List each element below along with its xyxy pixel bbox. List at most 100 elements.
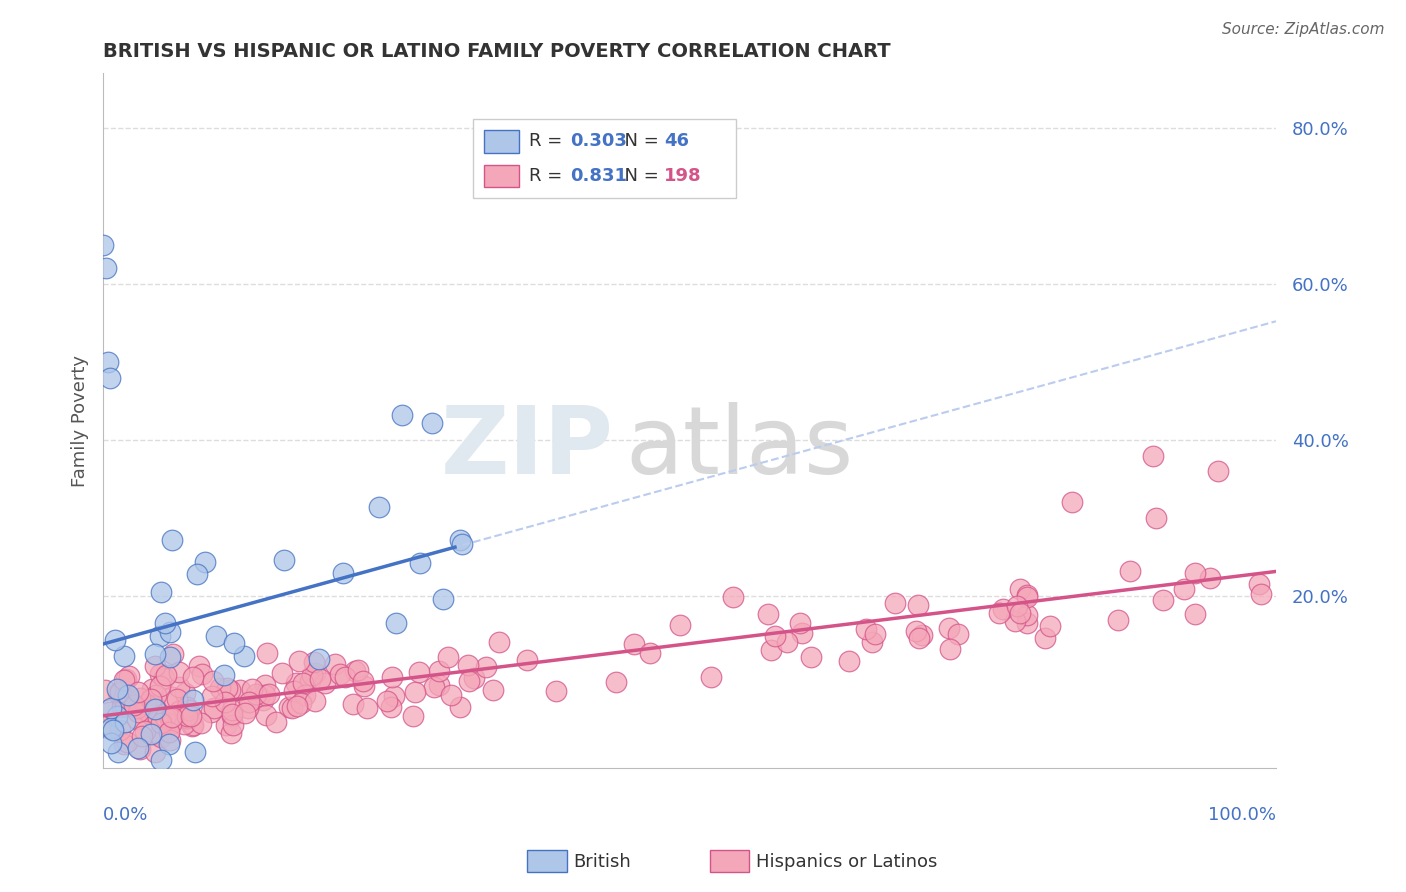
Point: [884, 596, 907, 610]
Point: [167, 665, 190, 680]
Point: [323, 657, 346, 671]
Point: [409, 556, 432, 570]
Point: [100, 701, 122, 715]
Point: [285, 699, 308, 714]
Point: [451, 537, 474, 551]
Point: [391, 408, 413, 422]
Point: [427, 664, 450, 678]
Point: [134, 724, 156, 739]
Point: [112, 737, 135, 751]
Point: [149, 679, 172, 693]
Point: [298, 674, 321, 689]
Point: [273, 552, 295, 566]
Text: 0.303: 0.303: [569, 133, 627, 151]
Point: [1035, 631, 1057, 645]
Point: [114, 715, 136, 730]
Point: [111, 691, 134, 706]
Point: [908, 631, 931, 645]
Point: [148, 727, 170, 741]
Point: [304, 694, 326, 708]
Point: [139, 692, 162, 706]
Point: [221, 706, 243, 721]
Point: [112, 648, 135, 663]
Point: [367, 500, 389, 514]
Point: [108, 685, 131, 699]
Point: [108, 723, 131, 737]
Point: [437, 650, 460, 665]
Point: [948, 627, 970, 641]
Point: [1142, 449, 1164, 463]
Point: [141, 682, 163, 697]
Point: [214, 695, 236, 709]
Point: [186, 566, 208, 581]
Point: [605, 675, 627, 690]
Point: [228, 683, 250, 698]
Point: [150, 731, 173, 745]
Text: Hispanics or Latinos: Hispanics or Latinos: [756, 853, 938, 871]
Point: [212, 668, 235, 682]
Text: N =: N =: [613, 133, 665, 151]
Point: [160, 710, 183, 724]
Point: [118, 669, 141, 683]
Point: [201, 673, 224, 688]
Point: [699, 670, 721, 684]
Point: [1184, 566, 1206, 580]
Point: [1038, 618, 1060, 632]
Point: [201, 690, 224, 704]
Point: [125, 700, 148, 714]
Point: [166, 692, 188, 706]
Point: [1005, 599, 1028, 614]
Point: [218, 682, 240, 697]
Point: [221, 703, 243, 717]
Point: [838, 654, 860, 668]
Point: [157, 737, 180, 751]
Point: [176, 699, 198, 714]
Point: [939, 641, 962, 656]
Point: [188, 658, 211, 673]
Point: [96, 261, 118, 276]
Point: [104, 632, 127, 647]
Point: [404, 684, 426, 698]
Point: [97, 355, 120, 369]
Text: 0.0%: 0.0%: [103, 805, 149, 824]
FancyBboxPatch shape: [472, 119, 737, 198]
Point: [245, 687, 267, 701]
Point: [105, 681, 128, 696]
Point: [1015, 590, 1038, 604]
Point: [150, 753, 173, 767]
Point: [117, 690, 139, 705]
Point: [222, 718, 245, 732]
Point: [233, 706, 256, 720]
Point: [149, 629, 172, 643]
Point: [907, 598, 929, 612]
Point: [335, 670, 357, 684]
Point: [112, 694, 135, 708]
Point: [181, 718, 204, 732]
Point: [160, 715, 183, 730]
Text: R =: R =: [529, 133, 568, 151]
Point: [408, 665, 430, 680]
Point: [987, 606, 1010, 620]
Point: [488, 634, 510, 648]
Point: [107, 745, 129, 759]
Point: [117, 688, 139, 702]
Point: [127, 740, 149, 755]
Point: [181, 693, 204, 707]
Point: [167, 704, 190, 718]
Point: [159, 625, 181, 640]
FancyBboxPatch shape: [484, 130, 519, 153]
Point: [100, 736, 122, 750]
Point: [131, 729, 153, 743]
Point: [638, 646, 661, 660]
Point: [1010, 582, 1032, 597]
Point: [449, 699, 471, 714]
Point: [205, 629, 228, 643]
Point: [247, 690, 270, 704]
Point: [790, 626, 813, 640]
Point: [174, 686, 197, 700]
Point: [155, 668, 177, 682]
Point: [100, 721, 122, 735]
Text: N =: N =: [613, 167, 665, 186]
Point: [855, 622, 877, 636]
Point: [146, 711, 169, 725]
